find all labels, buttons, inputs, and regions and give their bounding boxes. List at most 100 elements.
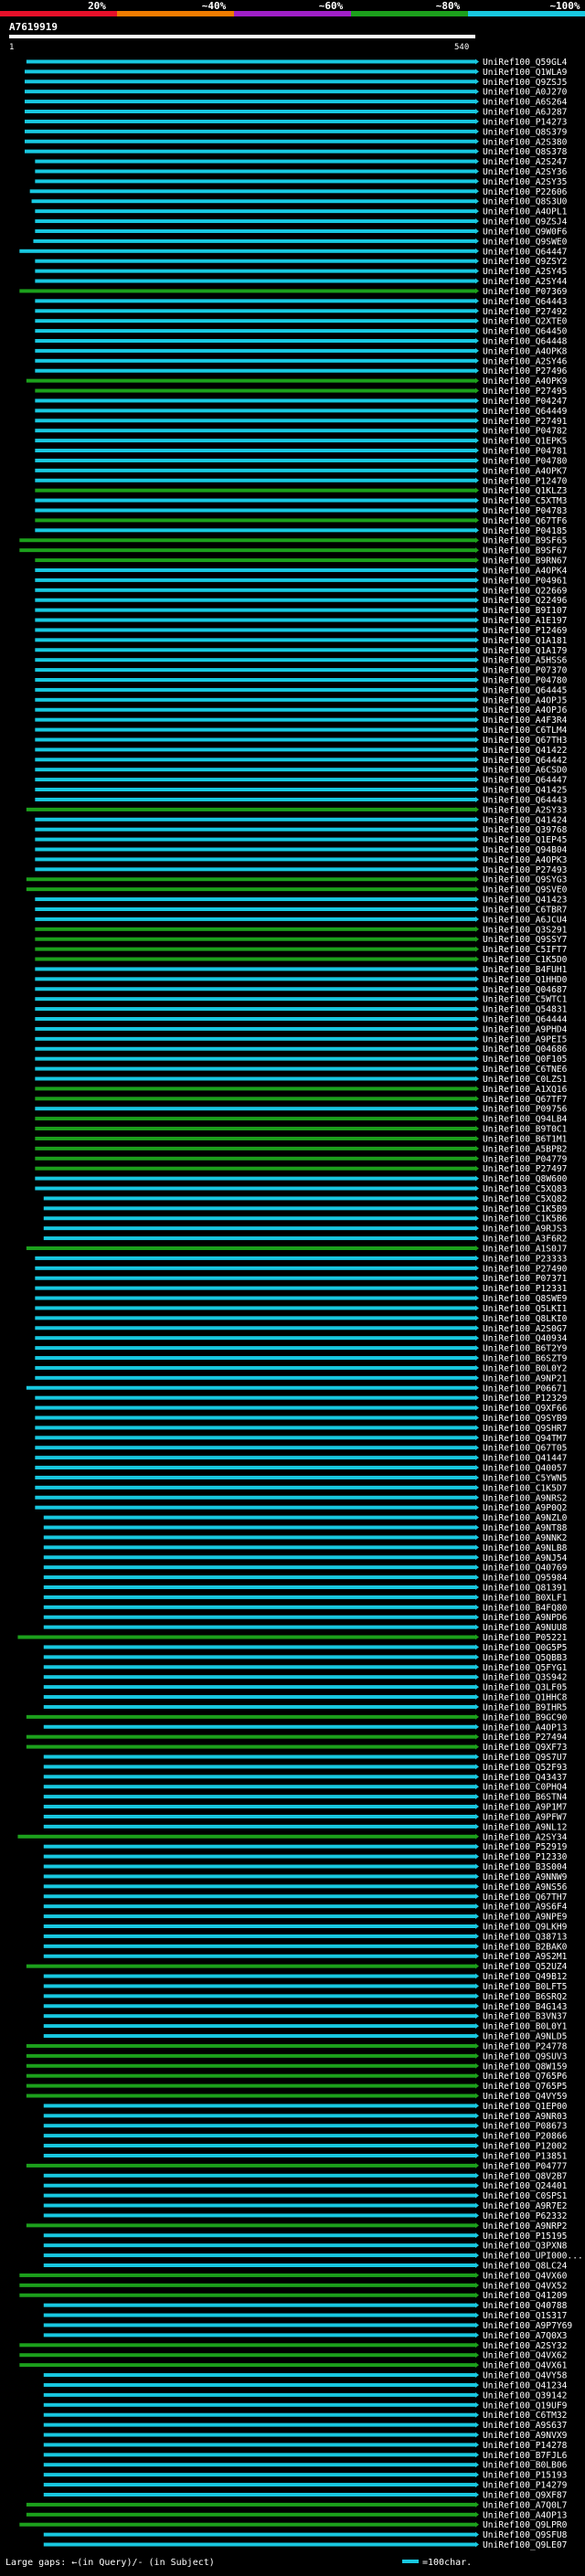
- hit-row[interactable]: UniRef100_B0L0Y1: [43, 2022, 568, 2032]
- hit-label[interactable]: UniRef100_P04781: [483, 447, 568, 457]
- hit-row[interactable]: UniRef100_A4OP13: [26, 2510, 568, 2520]
- hit-label[interactable]: UniRef100_Q4VY59: [483, 2092, 568, 2102]
- hit-row[interactable]: UniRef100_Q40769: [43, 1564, 568, 1574]
- hit-row[interactable]: UniRef100_Q40057: [35, 1464, 568, 1474]
- hit-label[interactable]: UniRef100_P52919: [483, 1842, 568, 1852]
- hit-row[interactable]: UniRef100_Q41447: [35, 1454, 568, 1464]
- hit-label[interactable]: UniRef100_C5XQ83: [483, 1184, 568, 1194]
- hit-label[interactable]: UniRef100_B9T0C1: [483, 1125, 568, 1135]
- hit-label[interactable]: UniRef100_Q67TF7: [483, 1095, 568, 1105]
- hit-label[interactable]: UniRef100_Q1WLA9: [483, 68, 568, 78]
- hit-row[interactable]: UniRef100_A4OPJ5: [35, 695, 567, 705]
- hit-row[interactable]: UniRef100_P07369: [19, 287, 568, 297]
- hit-label[interactable]: UniRef100_P04247: [483, 397, 568, 407]
- hit-label[interactable]: UniRef100_P14279: [483, 2481, 568, 2491]
- hit-label[interactable]: UniRef100_Q39768: [483, 825, 568, 835]
- hit-label[interactable]: UniRef100_P24778: [483, 2041, 568, 2051]
- hit-label[interactable]: UniRef100_A9NLD5: [483, 2032, 567, 2042]
- hit-label[interactable]: UniRef100_B6STN4: [483, 1793, 568, 1803]
- hit-row[interactable]: UniRef100_A9NZL0: [43, 1513, 568, 1523]
- hit-label[interactable]: UniRef100_Q8LKI0: [483, 1314, 568, 1324]
- hit-label[interactable]: UniRef100_Q3S942: [483, 1673, 567, 1683]
- hit-row[interactable]: UniRef100_P04783: [35, 506, 568, 516]
- hit-row[interactable]: UniRef100_Q64445: [35, 685, 567, 695]
- hit-label[interactable]: UniRef100_Q9ZSY2: [483, 257, 567, 267]
- hit-label[interactable]: UniRef100_Q8SWE9: [483, 1294, 568, 1304]
- hit-row[interactable]: UniRef100_P04777: [26, 2161, 568, 2171]
- hit-row[interactable]: UniRef100_A9RJS3: [43, 1224, 568, 1235]
- hit-row[interactable]: UniRef100_P27495: [35, 387, 567, 397]
- hit-label[interactable]: UniRef100_P15195: [483, 2231, 567, 2242]
- hit-label[interactable]: UniRef100_P09756: [483, 1105, 568, 1115]
- hit-label[interactable]: UniRef100_Q1HHC8: [483, 1693, 568, 1703]
- hit-label[interactable]: UniRef100_A2S0G7: [483, 1324, 568, 1334]
- hit-label[interactable]: UniRef100_Q64447: [483, 247, 568, 257]
- hit-label[interactable]: UniRef100_P27493: [483, 865, 568, 875]
- hit-label[interactable]: UniRef100_P08673: [483, 2122, 568, 2132]
- hit-label[interactable]: UniRef100_A2SY44: [483, 277, 568, 287]
- hit-label[interactable]: UniRef100_Q41234: [483, 2380, 568, 2390]
- hit-row[interactable]: UniRef100_A6CSD0: [35, 766, 568, 776]
- hit-row[interactable]: UniRef100_Q8LC24: [43, 2262, 568, 2272]
- hit-label[interactable]: UniRef100_Q8V2B7: [483, 2171, 568, 2181]
- hit-label[interactable]: UniRef100_A4OPK9: [483, 376, 568, 387]
- hit-row[interactable]: UniRef100_Q1EPK5: [35, 437, 567, 447]
- hit-row[interactable]: UniRef100_P04781: [35, 447, 568, 457]
- hit-row[interactable]: UniRef100_A9P7Y69: [43, 2321, 573, 2331]
- hit-label[interactable]: UniRef100_P15193: [483, 2471, 568, 2481]
- hit-row[interactable]: UniRef100_A2S380: [25, 137, 568, 147]
- hit-label[interactable]: UniRef100_P13851: [483, 2151, 568, 2161]
- hit-row[interactable]: UniRef100_B6T1M1: [35, 1134, 568, 1144]
- hit-row[interactable]: UniRef100_B2BAK0: [43, 1942, 568, 1952]
- hit-row[interactable]: UniRef100_Q22669: [35, 586, 568, 596]
- hit-row[interactable]: UniRef100_P04780: [35, 456, 568, 466]
- hit-row[interactable]: UniRef100_Q1HHD0: [35, 975, 568, 985]
- hit-label[interactable]: UniRef100_C0PHQ4: [483, 1783, 568, 1793]
- hit-label[interactable]: UniRef100_C6TLM4: [483, 726, 568, 736]
- hit-row[interactable]: UniRef100_Q41424: [35, 815, 568, 825]
- hit-label[interactable]: UniRef100_B3S004: [483, 1862, 568, 1872]
- hit-label[interactable]: UniRef100_C5XQ82: [483, 1194, 567, 1204]
- hit-label[interactable]: UniRef100_P27492: [483, 307, 567, 317]
- hit-label[interactable]: UniRef100_Q38713: [483, 1932, 568, 1942]
- hit-row[interactable]: UniRef100_P06671: [26, 1383, 568, 1394]
- hit-label[interactable]: UniRef100_B9I107: [483, 606, 568, 616]
- hit-row[interactable]: UniRef100_A2SY35: [35, 177, 567, 187]
- hit-row[interactable]: UniRef100_A9NL12: [43, 1822, 568, 1832]
- hit-label[interactable]: UniRef100_A9NPE9: [483, 1913, 568, 1923]
- hit-label[interactable]: UniRef100_Q67TH3: [483, 736, 568, 746]
- hit-label[interactable]: UniRef100_B0XLF1: [483, 1593, 568, 1603]
- hit-label[interactable]: UniRef100_A5BPB2: [483, 1144, 567, 1154]
- hit-label[interactable]: UniRef100_Q0F105: [483, 1055, 567, 1065]
- hit-row[interactable]: UniRef100_C5XQ82: [43, 1194, 568, 1204]
- hit-label[interactable]: UniRef100_A1S0J7: [483, 1244, 568, 1254]
- hit-row[interactable]: UniRef100_Q9S7U7: [43, 1753, 568, 1763]
- hit-label[interactable]: UniRef100_A9NUU8: [483, 1623, 568, 1633]
- hit-row[interactable]: UniRef100_P12330: [43, 1852, 568, 1862]
- hit-row[interactable]: UniRef100_B3S004: [43, 1862, 568, 1872]
- hit-row[interactable]: UniRef100_B3VN37: [43, 2012, 568, 2022]
- hit-row[interactable]: UniRef100_Q67TF7: [35, 1095, 568, 1105]
- hit-row[interactable]: UniRef100_A9NT88: [43, 1523, 568, 1533]
- hit-row[interactable]: UniRef100_A4OPL1: [35, 207, 568, 217]
- hit-row[interactable]: UniRef100_P27492: [35, 307, 567, 317]
- hit-label[interactable]: UniRef100_P14278: [483, 2441, 568, 2451]
- hit-label[interactable]: UniRef100_A2S380: [483, 137, 568, 147]
- hit-label[interactable]: UniRef100_Q8S378: [483, 147, 568, 157]
- hit-label[interactable]: UniRef100_Q1EPK5: [483, 437, 567, 447]
- hit-row[interactable]: UniRef100_Q8S379: [25, 127, 568, 137]
- hit-row[interactable]: UniRef100_A9P0Q2: [35, 1503, 567, 1513]
- hit-row[interactable]: UniRef100_C6TNE6: [35, 1065, 568, 1075]
- hit-label[interactable]: UniRef100_B9SF67: [483, 546, 568, 557]
- hit-label[interactable]: UniRef100_P04782: [483, 427, 567, 437]
- hit-label[interactable]: UniRef100_C5IFT7: [483, 945, 568, 955]
- hit-label[interactable]: UniRef100_Q5FYG1: [483, 1663, 568, 1673]
- hit-label[interactable]: UniRef100_B9GC90: [483, 1712, 568, 1723]
- hit-row[interactable]: UniRef100_Q3LF05: [43, 1683, 568, 1693]
- hit-label[interactable]: UniRef100_Q64443: [483, 795, 568, 805]
- hit-row[interactable]: UniRef100_Q1HHC8: [43, 1693, 568, 1703]
- hit-label[interactable]: UniRef100_C6TNE6: [483, 1065, 568, 1075]
- hit-label[interactable]: UniRef100_P12002: [483, 2142, 567, 2152]
- hit-label[interactable]: UniRef100_P04780: [483, 456, 568, 466]
- hit-row[interactable]: UniRef100_A9PHD4: [35, 1024, 568, 1034]
